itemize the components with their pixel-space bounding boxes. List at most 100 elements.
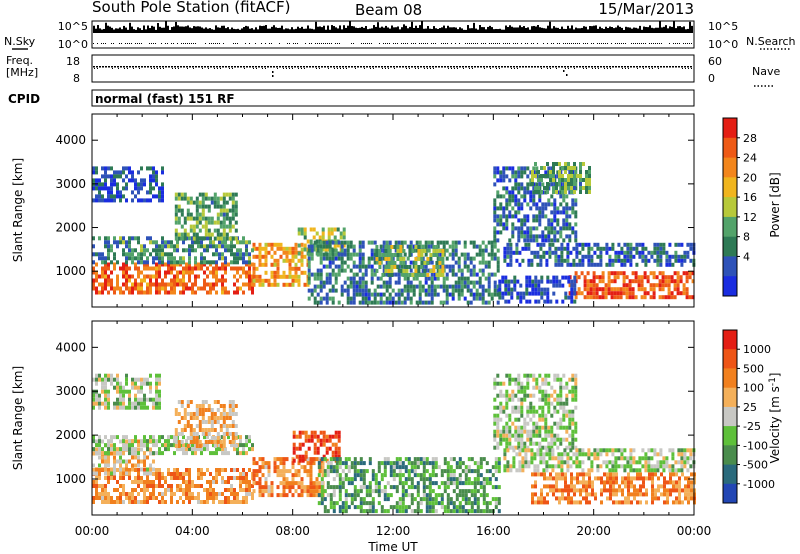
heatmap-cell xyxy=(400,300,404,305)
heatmap-cell xyxy=(487,292,491,297)
heatmap-cell xyxy=(258,242,262,247)
nsearch-dot xyxy=(337,43,338,44)
heatmap-cell xyxy=(387,269,391,273)
nsky-bar xyxy=(431,28,433,33)
heatmap-cell xyxy=(194,447,197,452)
heatmap-cell xyxy=(518,250,522,255)
heatmap-cell xyxy=(228,216,232,221)
heatmap-cell xyxy=(152,405,155,410)
heatmap-cell xyxy=(185,439,188,444)
heatmap-cell xyxy=(164,262,167,267)
heatmap-cell xyxy=(149,240,152,245)
heatmap-cell xyxy=(559,210,563,215)
heatmap-cell xyxy=(182,282,185,287)
heatmap-cell xyxy=(581,254,585,259)
heatmap-cell xyxy=(191,236,194,241)
nsky-bar xyxy=(399,29,401,33)
nsearch-dot xyxy=(97,43,98,44)
heatmap-cell xyxy=(113,198,116,203)
heatmap-cell xyxy=(192,200,196,205)
heatmap-cell xyxy=(656,258,660,263)
heatmap-cell xyxy=(430,260,434,265)
heatmap-cell xyxy=(520,218,524,223)
freq-dot xyxy=(432,66,434,68)
nsky-bar xyxy=(259,25,261,33)
heatmap-cell xyxy=(309,469,313,474)
freq-dot xyxy=(438,66,440,68)
heatmap-cell xyxy=(320,477,324,482)
nsearch-dot xyxy=(237,43,238,44)
heatmap-cell xyxy=(107,451,110,456)
nsky-bar xyxy=(649,25,651,33)
heatmap-cell xyxy=(149,435,152,440)
heatmap-cell xyxy=(528,279,532,284)
heatmap-cell xyxy=(506,246,510,251)
heatmap-cell xyxy=(472,244,476,249)
heatmap-cell xyxy=(411,249,415,253)
heatmap-cell xyxy=(517,226,521,231)
nsky-bar xyxy=(579,28,581,33)
heatmap-cell xyxy=(173,278,176,283)
nave-dot xyxy=(514,68,515,69)
heatmap-cell xyxy=(371,489,375,494)
heatmap-cell xyxy=(522,295,526,300)
heatmap-cell xyxy=(316,446,320,451)
heatmap-cell xyxy=(222,404,226,408)
heatmap-cell xyxy=(523,218,527,223)
heatmap-cell xyxy=(414,273,418,277)
heatmap-cell xyxy=(122,282,125,287)
nsearch-dot xyxy=(515,43,516,44)
heatmap-cell xyxy=(435,245,439,249)
heatmap-cell xyxy=(92,166,95,171)
heatmap-cell xyxy=(219,440,223,444)
heatmap-cell xyxy=(267,465,271,470)
heatmap-cell xyxy=(270,481,274,486)
heatmap-cell xyxy=(349,256,353,261)
heatmap-cell xyxy=(146,266,149,271)
heatmap-cell xyxy=(553,202,557,207)
heatmap-cell xyxy=(164,274,167,279)
heatmap-cell xyxy=(355,288,359,293)
heatmap-cell xyxy=(392,505,396,510)
heatmap-cell xyxy=(550,194,554,199)
nave-dot xyxy=(97,68,98,69)
nsky-bar xyxy=(109,26,111,33)
heatmap-cell xyxy=(659,246,663,251)
heatmap-cell xyxy=(195,200,199,205)
heatmap-cell xyxy=(338,473,342,478)
heatmap-cell xyxy=(309,465,313,470)
heatmap-cell xyxy=(179,447,182,452)
freq-dot xyxy=(327,66,329,68)
heatmap-cell xyxy=(161,500,164,504)
heatmap-cell xyxy=(107,186,110,191)
heatmap-cell xyxy=(222,444,226,448)
nsky-bar xyxy=(639,25,641,33)
heatmap-cell xyxy=(346,248,350,253)
freq-dot xyxy=(600,66,602,68)
heatmap-cell xyxy=(98,377,101,382)
heatmap-cell xyxy=(222,204,226,209)
heatmap-cell xyxy=(653,250,657,255)
heatmap-cell xyxy=(374,477,378,482)
heatmap-cell xyxy=(116,381,119,386)
freq-dot xyxy=(105,66,107,68)
heatmap-cell xyxy=(604,295,608,300)
heatmap-cell xyxy=(343,288,347,293)
heatmap-cell xyxy=(487,260,491,265)
nsearch-dot xyxy=(573,43,574,44)
heatmap-cell xyxy=(245,439,248,444)
heatmap-cell xyxy=(92,496,95,500)
nsky-bar xyxy=(129,22,131,33)
heatmap-cell xyxy=(383,465,387,470)
heatmap-cell xyxy=(155,476,158,480)
heatmap-cell xyxy=(146,260,149,265)
heatmap-cell xyxy=(95,286,98,291)
heatmap-cell xyxy=(389,493,393,498)
heatmap-cell xyxy=(282,282,286,287)
heatmap-cell xyxy=(364,280,368,285)
heatmap-cell xyxy=(401,465,405,470)
heatmap-cell xyxy=(562,210,566,215)
heatmap-cell xyxy=(426,257,430,261)
heatmap-cell xyxy=(131,405,134,410)
freq-dot xyxy=(162,66,164,68)
